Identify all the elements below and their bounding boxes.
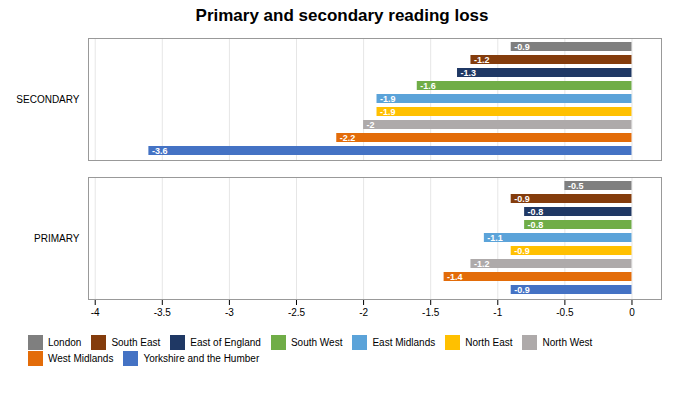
svg-text:-0.9: -0.9 [514, 194, 530, 204]
html-text:Yorkshire and the Humber: Yorkshire and the Humber [143, 353, 260, 365]
html-text:South East: South East [111, 336, 161, 348]
svg-text:-0.5: -0.5 [568, 181, 584, 191]
svg-text:-1.1: -1.1 [487, 233, 503, 243]
svg-text:-1: -1 [493, 307, 502, 318]
svg-text:-2.5: -2.5 [288, 307, 306, 318]
html-text:East Midlands: East Midlands [372, 336, 436, 348]
svg-text:-4: -4 [91, 307, 100, 318]
svg-text:-2: -2 [359, 307, 368, 318]
svg-text:-3: -3 [225, 307, 234, 318]
html-text:South West: South West [290, 336, 343, 348]
svg-text:-1.3: -1.3 [461, 68, 477, 78]
svg-text:-1.9: -1.9 [380, 94, 396, 104]
svg-text:-3.5: -3.5 [154, 307, 172, 318]
svg-text:-0.8: -0.8 [528, 207, 544, 217]
svg-text:0: 0 [629, 307, 635, 318]
html-text:London: London [48, 336, 82, 348]
svg-text:-0.5: -0.5 [556, 307, 574, 318]
svg-text:-2.2: -2.2 [340, 133, 356, 143]
svg-text:-1.9: -1.9 [380, 107, 396, 117]
html-text:East of England: East of England [190, 336, 261, 348]
svg-text:-1.5: -1.5 [422, 307, 440, 318]
svg-text:-0.9: -0.9 [514, 42, 530, 52]
svg-text:-1.4: -1.4 [447, 272, 463, 282]
svg-text:-0.8: -0.8 [528, 220, 544, 230]
html-text:West Midlands: West Midlands [48, 353, 114, 365]
svg-text:-0.9: -0.9 [514, 285, 530, 295]
svg-text:-2: -2 [367, 120, 375, 130]
svg-text:-1.2: -1.2 [474, 55, 490, 65]
svg-text:-1.6: -1.6 [420, 81, 436, 91]
html-text:North West: North West [542, 336, 593, 348]
svg-text:PRIMARY: PRIMARY [34, 233, 80, 244]
svg-text:SECONDARY: SECONDARY [16, 94, 79, 105]
svg-text:-1.2: -1.2 [474, 259, 490, 269]
svg-text:-0.9: -0.9 [514, 246, 530, 256]
svg-text:-3.6: -3.6 [152, 146, 168, 156]
html-text:Primary and secondary reading: Primary and secondary reading loss [195, 6, 489, 25]
html-text:North East: North East [465, 336, 513, 348]
